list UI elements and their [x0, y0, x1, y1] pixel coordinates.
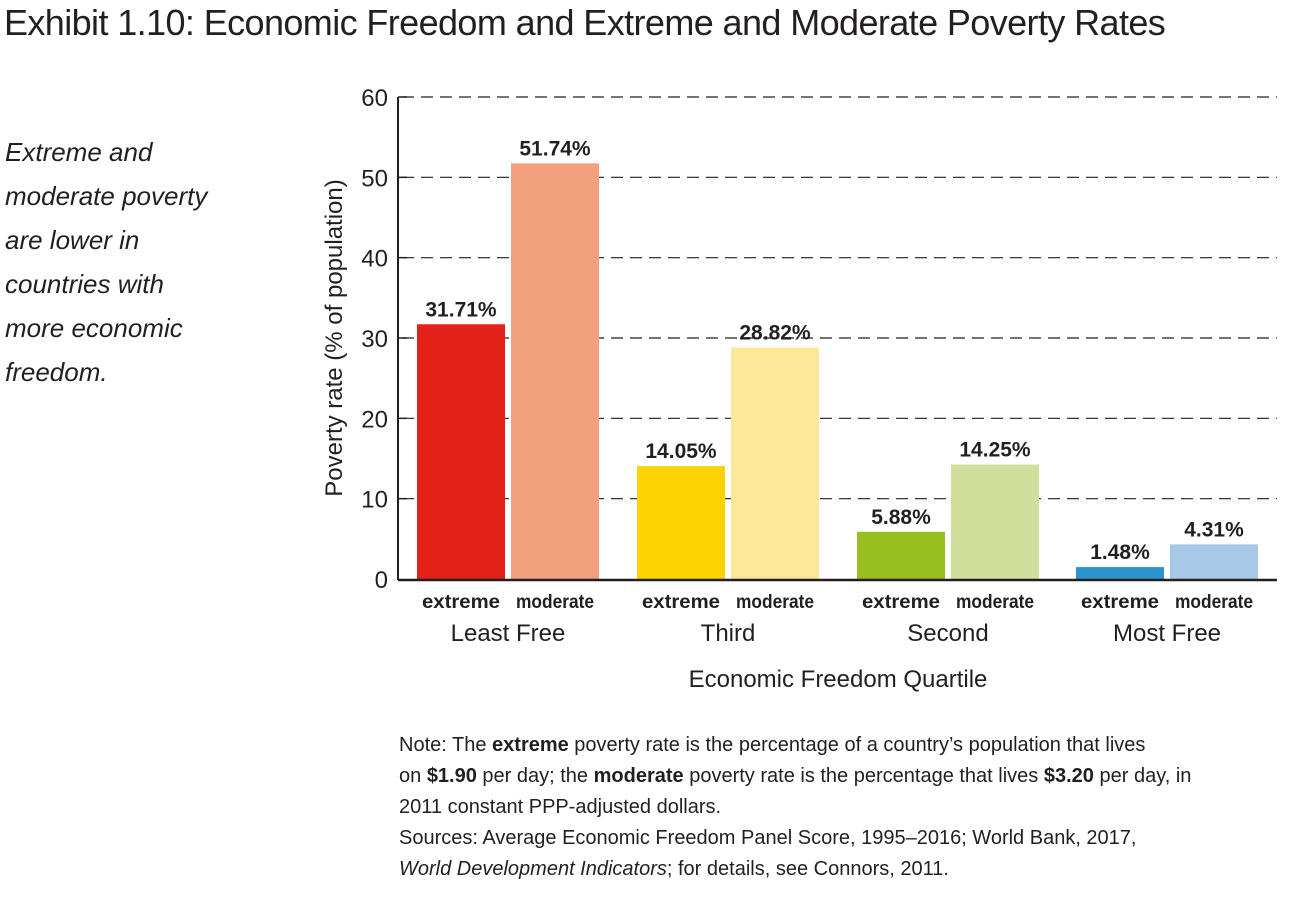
bar-extreme-least-free — [417, 324, 505, 579]
sidebar-line: moderate poverty — [5, 181, 208, 211]
note-line-2: on $1.90 per day; the moderate poverty r… — [399, 765, 1192, 787]
y-tick-label: 0 — [375, 567, 388, 594]
sidebar-line: countries with — [5, 269, 164, 299]
bar-value-label: 31.71% — [425, 298, 497, 321]
series-label: extreme — [422, 592, 500, 613]
chart-note: Note: The extreme poverty rate is the pe… — [399, 730, 1289, 885]
bar-extreme-second — [857, 531, 945, 579]
sidebar-line: freedom. — [5, 357, 108, 387]
y-axis-label: Poverty rate (% of population) — [321, 179, 348, 497]
x-tick-labels: extreme moderate Least Free extreme moderate… — [422, 592, 1253, 647]
note-line-1: Note: The extreme poverty rate is the pe… — [399, 734, 1146, 756]
bar-moderate-second — [951, 464, 1039, 579]
category-label: Least Free — [451, 620, 566, 647]
sidebar-line: are lower in — [5, 225, 140, 255]
chart-title: Exhibit 1.10: Economic Freedom and Extre… — [4, 2, 1166, 43]
sources-line-2: World Development Indicators; for detail… — [399, 858, 949, 880]
gridlines — [402, 96, 1277, 500]
bar-extreme-third — [637, 466, 725, 579]
y-tick-label: 60 — [361, 85, 388, 112]
bar-extreme-most-free — [1076, 567, 1164, 579]
y-tick-label: 10 — [361, 487, 388, 514]
category-label: Most Free — [1113, 620, 1221, 647]
series-label: moderate — [956, 592, 1034, 613]
y-tick-label: 50 — [361, 165, 388, 192]
bar-value-label: 1.48% — [1090, 541, 1150, 564]
bar-moderate-least-free — [511, 163, 599, 579]
series-label: extreme — [862, 592, 940, 613]
bar-value-labels: 31.71% 51.74% 14.05% 28.82% 5.88% 14.25% 1.48%… — [425, 137, 1244, 564]
category-label: Third — [701, 620, 756, 647]
y-tick-label: 20 — [361, 406, 388, 433]
y-tick-label: 40 — [361, 246, 388, 273]
x-axis-label: Economic Freedom Quartile — [689, 666, 988, 693]
y-tick-label: 30 — [361, 326, 388, 353]
sidebar-caption: Extreme and moderate poverty are lower i… — [5, 130, 245, 394]
bars — [417, 163, 1258, 579]
axes — [397, 96, 1277, 582]
series-label: moderate — [1175, 592, 1253, 613]
bar-value-label: 28.82% — [739, 321, 811, 344]
series-label: moderate — [736, 592, 814, 613]
sidebar-line: Extreme and — [5, 137, 153, 167]
bar-moderate-third — [731, 347, 819, 579]
series-label: extreme — [642, 592, 720, 613]
y-tick-labels: 0 10 20 30 40 50 60 — [361, 85, 388, 594]
poverty-bar-chart: 31.71% 51.74% 14.05% 28.82% 5.88% 14.25% 1.48%… — [321, 85, 1277, 693]
bar-value-label: 4.31% — [1184, 518, 1244, 541]
bar-value-label: 14.05% — [645, 440, 717, 463]
bar-moderate-most-free — [1170, 544, 1258, 579]
note-line-3: 2011 constant PPP-adjusted dollars. — [399, 796, 722, 818]
bar-value-label: 5.88% — [871, 506, 931, 529]
category-label: Second — [907, 620, 988, 647]
bar-value-label: 14.25% — [959, 439, 1031, 462]
sidebar-line: more economic — [5, 313, 183, 343]
bar-value-label: 51.74% — [519, 137, 591, 160]
series-label: extreme — [1081, 592, 1159, 613]
sources-line-1: Sources: Average Economic Freedom Panel … — [399, 827, 1137, 849]
series-label: moderate — [516, 592, 594, 613]
